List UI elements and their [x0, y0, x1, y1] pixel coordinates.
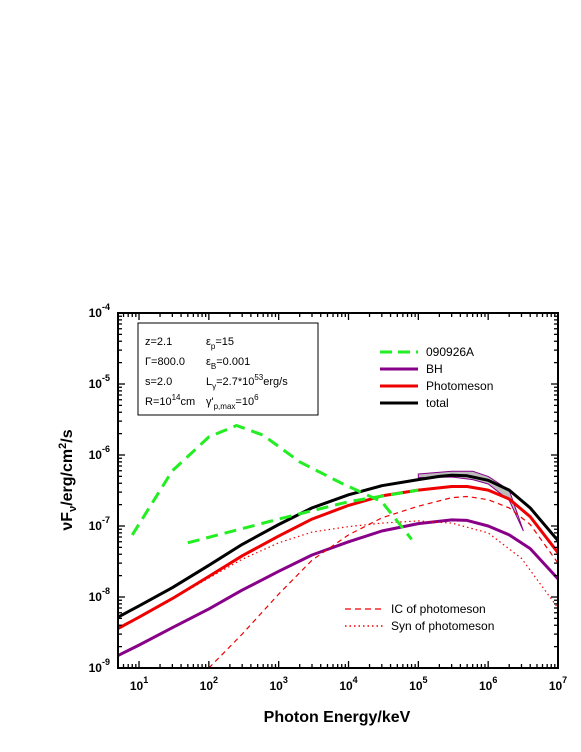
series-line-syn-of-photomeson: [118, 520, 558, 630]
x-tick-label: 105: [409, 675, 427, 693]
legend-label-top-0: 090926A: [426, 345, 474, 359]
parameter-0: z=2.1: [145, 336, 172, 348]
parameter-4: s=2.0: [145, 376, 172, 388]
x-tick-label: 103: [269, 675, 287, 693]
parameter-5: Lγ=2.7*1053erg/s: [206, 373, 288, 391]
y-tick-label: 10-8: [89, 586, 110, 604]
y-axis-title-sup: 2: [57, 443, 69, 449]
y-axis-title-tail: /s: [59, 429, 76, 442]
parameter-2: Γ=800.0: [145, 356, 185, 368]
legend-label-top-2: Photomeson: [426, 379, 493, 393]
parameter-3: εB=0.001: [206, 356, 250, 371]
legend-label-top-3: total: [426, 396, 449, 410]
parameter-1: εp=15: [206, 336, 234, 351]
parameter-box-frame: [137, 322, 319, 416]
series-line-090926a-peak: [131, 424, 413, 541]
y-tick-label: 10-4: [89, 302, 110, 320]
x-axis-title: Photon Energy/keV: [264, 709, 411, 726]
y-tick-label: 10-5: [89, 373, 110, 391]
axis-labels: Photon Energy/keV νFν/erg/cm2/s: [57, 429, 411, 726]
y-axis-title-unit: /erg/cm: [59, 449, 76, 506]
legend-label-top-1: BH: [426, 362, 443, 376]
x-tick-label: 101: [130, 675, 148, 693]
y-tick-label: 10-7: [89, 515, 110, 533]
series-line-photomeson: [118, 485, 558, 630]
y-axis-title-sub: ν: [67, 506, 79, 512]
parameter-7: γ'p,max=106: [206, 393, 259, 411]
parameter-box: z=2.1 εp=15 Γ=800.0 εB=0.001 s=2.0 Lγ=2.7*105…: [137, 322, 319, 416]
x-tick-label: 102: [200, 675, 218, 693]
y-tick-label: 10-6: [89, 444, 110, 462]
axes-layer: 101 102 103 104 105 106 107 10-9 10-8 10-7 10-6 10-…: [89, 302, 568, 693]
series-line-090926a-power-law: [187, 488, 419, 545]
series-line-ic-of-photomeson: [208, 495, 558, 668]
y-tick-label: 10-9: [89, 657, 110, 675]
x-tick-label: 106: [479, 675, 497, 693]
legend-label-bottom-0: IC of photomeson: [391, 602, 486, 616]
series-line-total: [118, 473, 558, 619]
legend-label-bottom-1: Syn of photomeson: [391, 619, 494, 633]
y-axis-title-main: νF: [59, 512, 76, 531]
parameter-6: R=1014cm: [145, 393, 195, 408]
x-tick-label: 104: [339, 675, 357, 693]
legend: 090926A BH Photomeson total IC of photomeson…: [345, 345, 494, 633]
series-line-bh: [118, 518, 558, 657]
series-layer: [118, 424, 558, 668]
y-axis-title: νFν/erg/cm2/s: [57, 429, 79, 530]
x-tick-label: 107: [549, 675, 567, 693]
